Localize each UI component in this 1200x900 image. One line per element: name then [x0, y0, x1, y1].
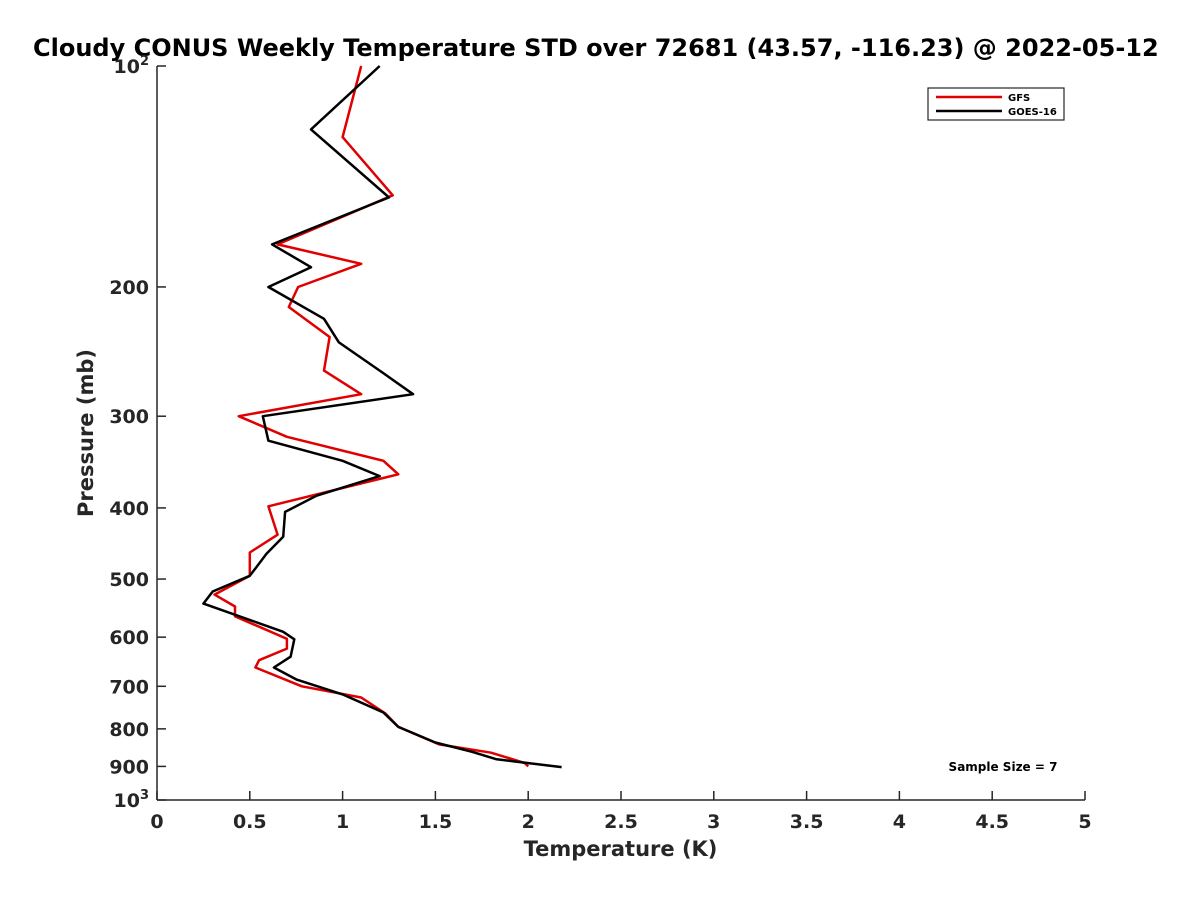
x-tick-label: 2 [522, 811, 535, 833]
series-line-goes16 [202, 65, 562, 769]
x-tick-label: 4 [893, 811, 906, 833]
y-tick-label: 400 [109, 498, 149, 520]
legend: GFS GOES-16 [927, 87, 1065, 121]
chart-title: Cloudy CONUS Weekly Temperature STD over… [33, 34, 1159, 62]
y-tick-label: 800 [109, 719, 149, 741]
x-tick-label: 1 [336, 811, 349, 833]
x-tick-label: 0.5 [233, 811, 267, 833]
legend-label-gfs: GFS [1008, 93, 1030, 104]
x-tick-label: 3 [707, 811, 720, 833]
x-tick-label: 2.5 [604, 811, 638, 833]
y-tick-label: 102 [114, 54, 150, 78]
y-tick-label: 600 [109, 627, 149, 649]
x-tick-label: 4.5 [975, 811, 1009, 833]
legend-box [927, 87, 1065, 121]
x-tick-label: 0 [150, 811, 163, 833]
plot-lines [202, 65, 562, 769]
y-tick-label: 300 [109, 406, 149, 428]
sample-size-annotation: Sample Size = 7 [949, 760, 1058, 774]
y-tick-label: 103 [114, 788, 150, 812]
y-tick-label: 700 [109, 676, 149, 698]
x-tick-label: 5 [1078, 811, 1091, 833]
y-tick-label: 200 [109, 277, 149, 299]
legend-label-goes16: GOES-16 [1008, 107, 1057, 118]
y-axis-label: Pressure (mb) [74, 349, 98, 517]
x-tick-label: 3.5 [790, 811, 824, 833]
x-tick-label: 1.5 [419, 811, 453, 833]
y-tick-label: 900 [109, 756, 149, 778]
y-tick-label: 500 [109, 569, 149, 591]
axes: 0 0.5 1 1.5 2 2.5 3 3.5 4 4.5 5 102 200 300 400 500 600 7… [109, 54, 1091, 833]
x-axis-label: Temperature (K) [524, 837, 718, 861]
series-line-gfs [213, 65, 530, 768]
